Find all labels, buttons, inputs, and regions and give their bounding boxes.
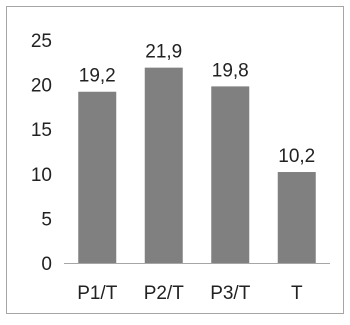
y-tick-label: 5 [41, 209, 52, 230]
data-label: 21,9 [145, 42, 182, 63]
data-label: 19,2 [79, 66, 116, 87]
x-tick-label: T [291, 283, 303, 304]
x-axis-tick-labels: P1/T P2/T P3/T T [77, 283, 303, 304]
bar [144, 67, 183, 263]
bar [277, 172, 316, 263]
bar [78, 91, 117, 264]
x-tick-label: P1/T [77, 283, 118, 304]
data-label: 19,8 [212, 60, 249, 81]
y-axis-tick-labels: 0 5 10 15 20 25 [31, 31, 52, 275]
y-tick-label: 15 [31, 120, 52, 141]
bars [78, 67, 316, 264]
y-tick-label: 10 [31, 165, 52, 186]
x-tick-label: P3/T [210, 283, 251, 304]
y-tick-label: 25 [31, 31, 52, 52]
data-label: 10,2 [278, 146, 315, 167]
y-tick-label: 0 [41, 254, 52, 275]
y-tick-label: 20 [31, 76, 52, 97]
data-labels: 19,2 21,9 19,8 10,2 [79, 42, 315, 167]
bar [211, 86, 250, 263]
x-tick-label: P2/T [144, 283, 185, 304]
